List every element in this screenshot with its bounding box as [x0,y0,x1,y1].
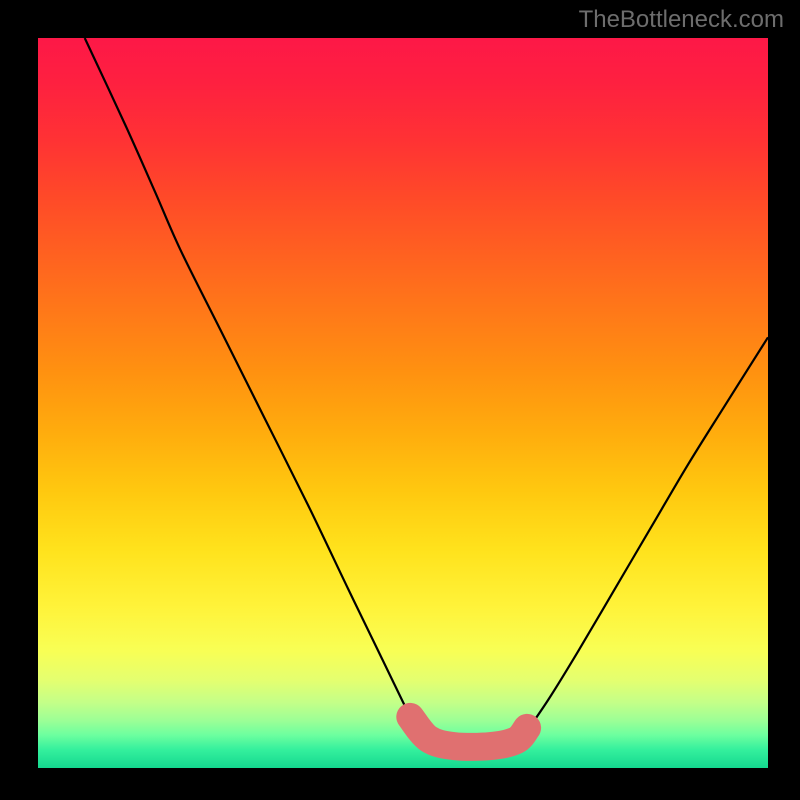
left-curve [85,38,420,733]
bottom-highlight-segment [410,717,527,747]
curve-layer [0,0,800,800]
chart-frame: TheBottleneck.com [0,0,800,800]
watermark-text: TheBottleneck.com [579,6,784,34]
right-curve [526,337,768,733]
